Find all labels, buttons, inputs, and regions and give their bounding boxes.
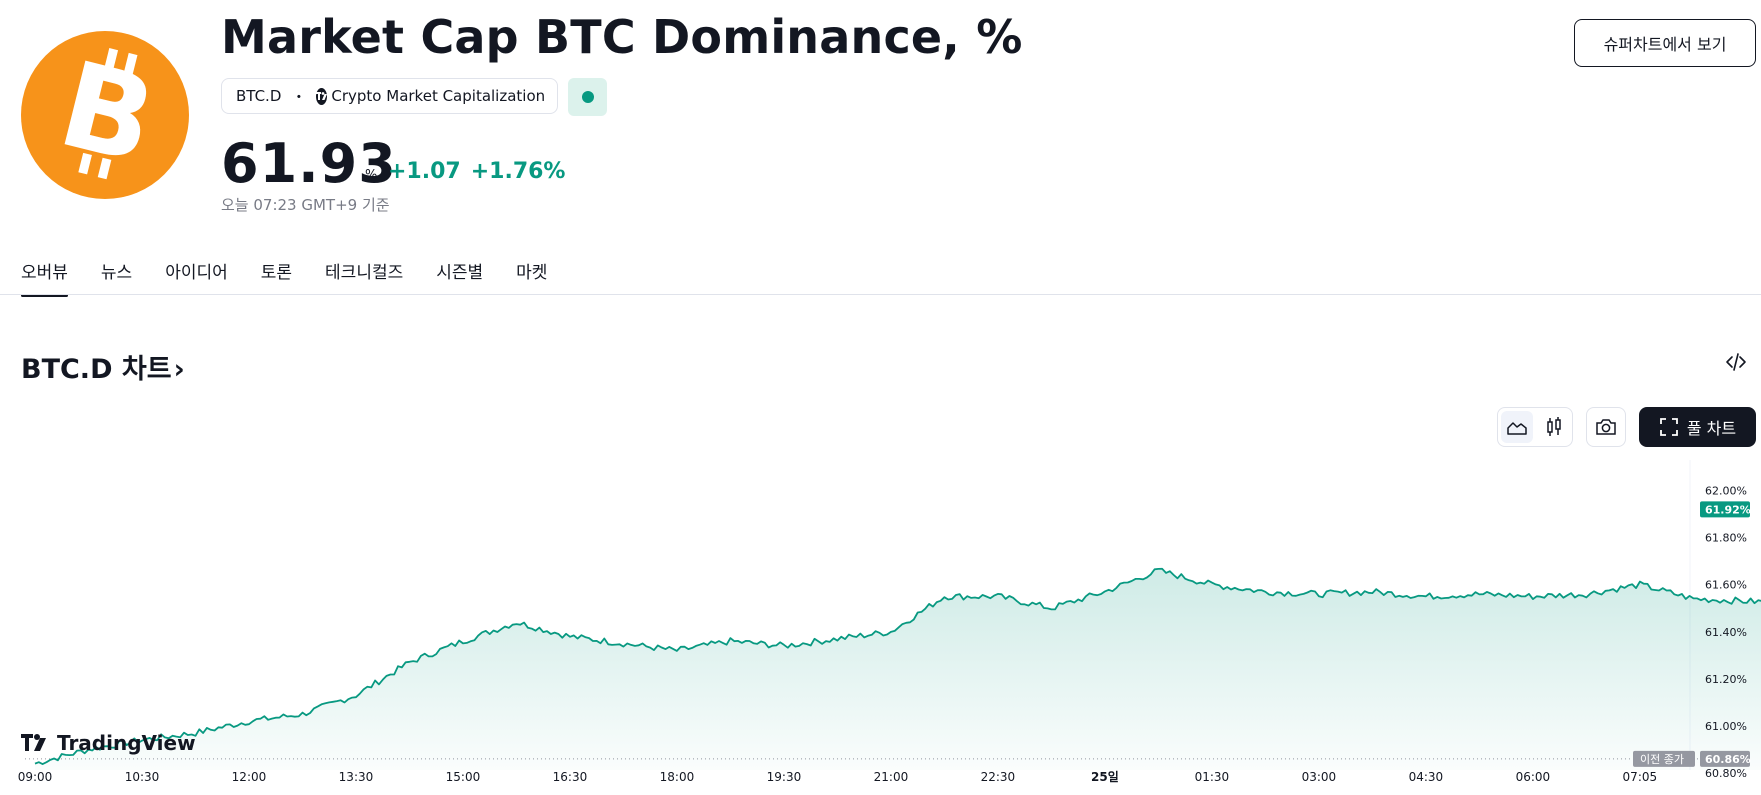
x-tick-label: 10:30 xyxy=(125,770,160,784)
full-chart-button[interactable]: 풀 차트 xyxy=(1639,407,1756,447)
x-tick-label: 21:00 xyxy=(874,770,909,784)
area-chart-icon xyxy=(1506,422,1527,435)
last-value-label: 61.92% xyxy=(1705,503,1751,516)
candles-icon xyxy=(1546,417,1561,436)
y-tick-label: 62.00% xyxy=(1705,485,1747,498)
previous-close-label-bg xyxy=(1633,750,1695,767)
x-tick-label: 07:05 xyxy=(1623,770,1658,784)
screenshot-button[interactable] xyxy=(1586,407,1626,447)
y-tick-label: 61.80% xyxy=(1705,532,1747,545)
tradingview-logo-icon xyxy=(21,734,46,751)
y-tick-label: 61.40% xyxy=(1705,626,1747,639)
open-supercharts-button[interactable]: 슈퍼차트에서 보기 xyxy=(1574,19,1756,67)
price-change: +1.07 +1.76% xyxy=(388,159,565,184)
embed-code-icon[interactable] xyxy=(1724,350,1748,374)
chevron-right-icon: › xyxy=(173,354,185,385)
price-line xyxy=(34,567,1761,765)
change-percent: +1.76% xyxy=(470,159,566,184)
tab-news[interactable]: 뉴스 xyxy=(100,263,133,283)
x-tick-label: 16:30 xyxy=(553,770,588,784)
tradingview-brand[interactable]: TradingView xyxy=(21,731,196,755)
y-tick-label: 61.60% xyxy=(1705,579,1747,592)
tradingview-brand-text: TradingView xyxy=(57,731,196,755)
tab-overview[interactable]: 오버뷰 xyxy=(21,258,68,297)
separator: ・ xyxy=(291,87,307,106)
as-of-timestamp: 오늘 07:23 GMT+9 기준 xyxy=(221,196,390,214)
bitcoin-logo-icon: B xyxy=(21,31,189,199)
chart-section-title[interactable]: BTC.D 차트› xyxy=(21,347,185,386)
x-tick-label: 15:00 xyxy=(446,770,481,784)
y-tick-label: 60.80% xyxy=(1705,767,1747,780)
tab-markets[interactable]: 마켓 xyxy=(516,263,548,283)
camera-icon xyxy=(1596,419,1616,435)
tab-technicals[interactable]: 테크니컬즈 xyxy=(325,263,404,283)
btc-dominance-chart[interactable]: 62.00% 61.80% 61.60% 61.40% 61.20% 61.00% 60.8… xyxy=(0,460,1761,795)
full-chart-label: 풀 차트 xyxy=(1686,419,1737,438)
previous-close-value: 60.86% xyxy=(1705,753,1751,766)
change-absolute: +1.07 xyxy=(388,159,461,184)
market-status-indicator[interactable] xyxy=(568,78,607,116)
x-tick-label: 03:00 xyxy=(1302,770,1337,784)
x-tick-label: 06:00 xyxy=(1516,770,1551,784)
tab-discussion[interactable]: 토론 xyxy=(260,263,293,283)
chart-style-toggle xyxy=(1497,407,1573,447)
page-title: Market Cap BTC Dominance, % xyxy=(221,10,1023,64)
last-value-label-bg xyxy=(1700,501,1750,518)
y-tick-label: 61.00% xyxy=(1705,720,1747,733)
x-tick-label: 12:00 xyxy=(232,770,267,784)
x-tick-label: 04:30 xyxy=(1409,770,1444,784)
y-tick-label: 61.20% xyxy=(1705,673,1747,686)
x-tick-label: 01:30 xyxy=(1195,770,1230,784)
chart-title-text: BTC.D 차트 xyxy=(21,354,172,385)
x-tick-label: 19:30 xyxy=(767,770,802,784)
price-unit: % xyxy=(365,168,378,183)
x-tick-label: 09:00 xyxy=(18,770,53,784)
previous-close-value-bg xyxy=(1700,750,1750,767)
price-area-fill xyxy=(35,568,1761,770)
symbol-source-badge[interactable]: BTC.D ・ Crypto Market Capitalization xyxy=(221,78,558,114)
current-price: 61.93 xyxy=(221,132,397,195)
tabs-divider xyxy=(0,294,1761,295)
status-dot-icon xyxy=(581,91,594,103)
symbol-label: BTC.D xyxy=(236,87,282,105)
x-tick-label: 22:30 xyxy=(981,770,1016,784)
candles-chart-button[interactable] xyxy=(1538,411,1570,443)
tab-ideas[interactable]: 아이디어 xyxy=(165,263,228,283)
tradingview-mini-icon xyxy=(316,87,328,105)
section-tabs: 오버뷰 뉴스 아이디어 토론 테크니컬즈 시즌별 마켓 xyxy=(21,258,580,297)
area-chart-button[interactable] xyxy=(1500,411,1533,443)
tab-seasonals[interactable]: 시즌별 xyxy=(436,263,484,283)
x-tick-label: 18:00 xyxy=(660,770,695,784)
previous-close-label: 이전 종가 xyxy=(1640,753,1684,766)
source-label: Crypto Market Capitalization xyxy=(331,87,546,105)
x-tick-label: 25일 xyxy=(1091,770,1119,784)
fullscreen-icon xyxy=(1659,418,1678,436)
x-tick-label: 13:30 xyxy=(339,770,374,784)
